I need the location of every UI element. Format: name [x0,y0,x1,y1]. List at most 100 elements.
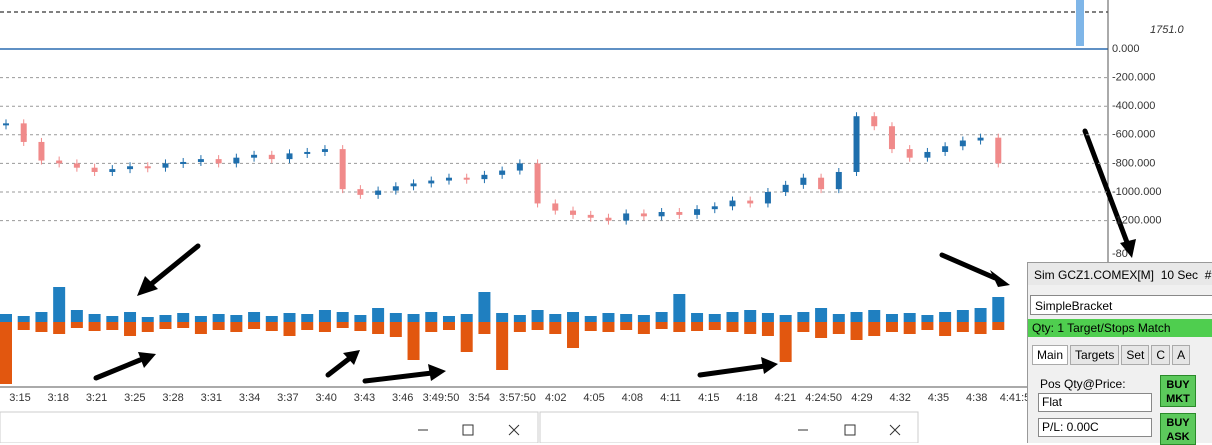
time-label: 3:37 [277,392,298,404]
candle [197,159,204,162]
candle [339,149,346,190]
sell-volume-bar [549,322,562,334]
window [539,411,919,443]
buy-volume-bar [708,314,721,322]
tab[interactable]: Set [1121,345,1150,365]
candle [800,177,807,185]
pos-label: Pos Qty@Price: [1040,377,1126,391]
candle [959,140,966,147]
candle [127,166,134,170]
buy-volume-bar [141,317,154,322]
strategy-select[interactable]: SimpleBracket [1030,295,1212,315]
candle [445,177,452,181]
candle [658,212,665,217]
candle [888,126,895,150]
buy-ask-button[interactable]: BUY ASK [1160,413,1196,445]
tab[interactable]: Main [1032,345,1069,365]
buy-volume-bar [389,313,402,322]
buy-volume-bar [354,315,367,322]
time-label: 3:43 [354,392,375,404]
time-label: 3:21 [86,392,107,404]
window [0,411,539,443]
buy-volume-bar [159,315,172,322]
sell-volume-bar [372,322,385,334]
candle [215,159,222,164]
time-label: 4:15 [698,392,719,404]
buy-volume-bar [425,312,438,322]
position-field[interactable]: Flat [1038,393,1152,412]
buy-volume-bar [974,308,987,322]
tab[interactable]: C [1151,345,1171,365]
candle [463,177,470,180]
candle [924,151,931,158]
arrows [93,128,1131,384]
sell-volume-bar [283,322,296,336]
buy-volume-bar [513,315,526,322]
buy-volume-bar [442,316,455,322]
candle [286,153,293,160]
sell-volume-bar [230,322,243,332]
price-tick-label: -800.000 [1112,157,1155,169]
buy-volume-bar [265,316,278,322]
buy-market-button[interactable]: BUY MKT [1160,375,1196,407]
tab[interactable]: A [1172,345,1191,365]
buy-volume-bar [655,312,668,322]
sell-volume-bar [265,322,278,331]
time-label: 4:21 [775,392,796,404]
sell-volume-bar [17,322,30,330]
sell-volume-bar [407,322,420,360]
sell-volume-bar [159,322,172,329]
buy-volume-bar [407,314,420,322]
buy-volume-bar [88,314,101,322]
price-tick-label: -400.000 [1112,100,1155,112]
sell-volume-bar [655,322,668,329]
candle [995,137,1002,164]
candle [3,123,9,126]
buy-volume-bar [602,313,615,322]
sell-volume-bar [106,322,119,330]
time-label: 4:24:50 [805,392,842,404]
sell-volume-bar [903,322,916,334]
candle [109,169,116,172]
sell-volume-bar [460,322,473,352]
time-label: 3:28 [162,392,183,404]
pnl-field[interactable]: P/L: 0.00C [1038,418,1152,437]
sell-volume-bar [389,322,402,337]
buy-volume-bar [460,314,473,322]
sell-volume-bar [779,322,792,362]
time-label: 4:05 [583,392,604,404]
sell-volume-bar [478,322,491,334]
sell-volume-bar [939,322,952,336]
tab[interactable]: Targets [1070,345,1120,365]
candle [711,206,718,210]
window-controls[interactable] [418,424,901,436]
buy-volume-bar [797,312,810,322]
sell-volume-bar [708,322,721,330]
tabs: Main Targets Set C A [1032,345,1192,365]
sell-volume-bar [744,322,757,334]
sell-volume-bar [974,322,987,334]
level-bar [1076,0,1084,46]
buy-volume-bar [177,313,190,322]
candle [20,123,27,142]
candle [56,160,63,164]
candle [552,203,559,211]
buy-volume-bar [372,308,385,322]
candle [942,146,949,152]
buy-volume-bar [850,312,863,322]
sell-volume-bar [70,322,83,328]
buy-volume-bar [885,314,898,322]
sell-volume-bar [797,322,810,332]
candle [410,183,417,187]
time-label: 4:41:5 [1000,392,1031,404]
buy-volume-bar [992,297,1005,322]
order-panel: Sim GCZ1.COMEX[M] 10 Sec #1 SimpleBracke… [1027,262,1212,445]
time-label: 3:25 [124,392,145,404]
buy-volume-bar [212,314,225,322]
time-label: 3:31 [201,392,222,404]
price-tick-label: -1000.000 [1112,186,1162,198]
candle [623,213,630,221]
time-label: 3:49:50 [423,392,460,404]
sell-volume-bar [620,322,633,330]
buy-volume-bar [17,316,30,322]
